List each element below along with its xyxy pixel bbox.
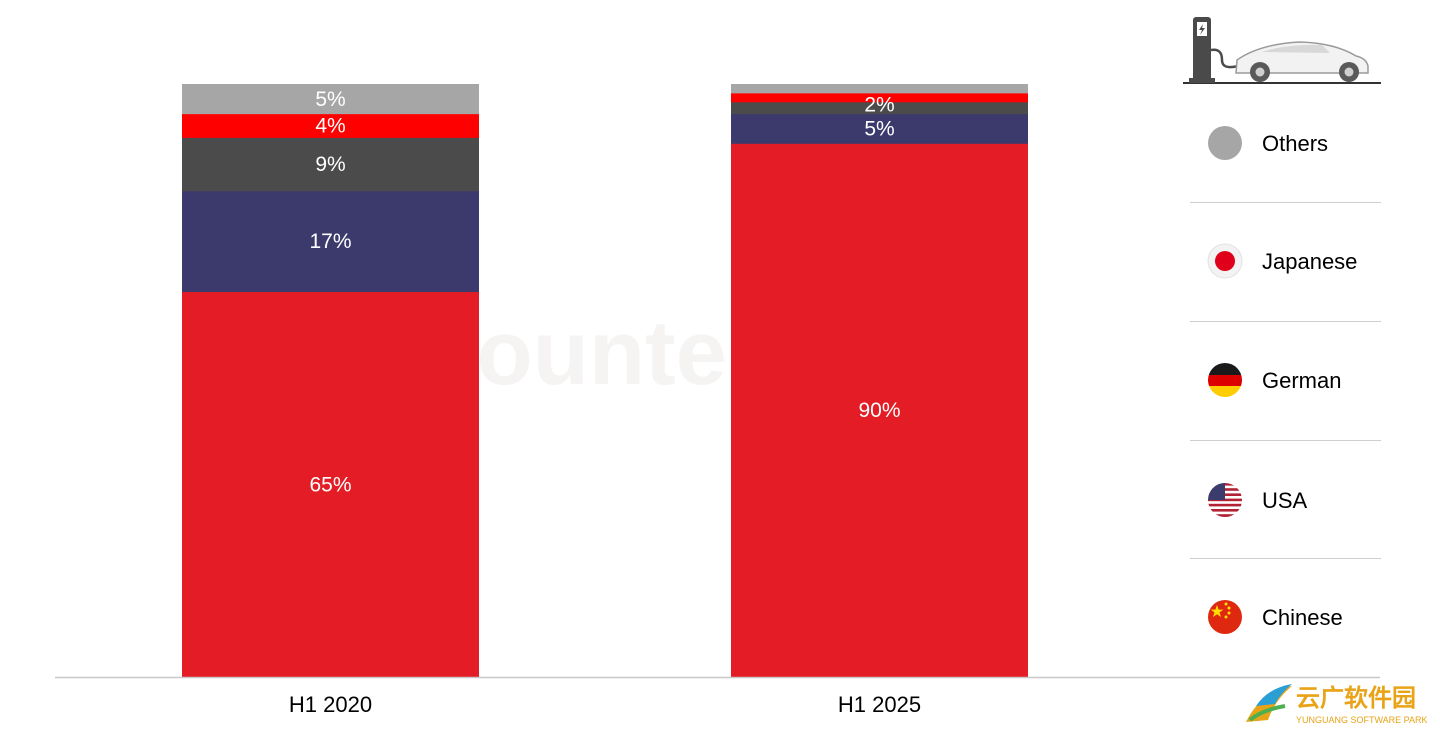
logo-chinese-text: 云广软件园 — [1296, 684, 1416, 712]
legend-item-german: German — [1208, 363, 1341, 397]
legend-item-chinese: Chinese — [1208, 600, 1343, 634]
bar-segment-japanese-1 — [182, 113, 479, 138]
bar-segment-usa-1 — [182, 190, 479, 293]
legend-item-japanese: Japanese — [1207, 243, 1357, 279]
bar-segment-others-1 — [182, 84, 479, 115]
bar-segment-japanese-2 — [731, 92, 1028, 103]
legend-label-japanese: Japanese — [1262, 249, 1357, 274]
category-label-1: H1 2020 — [289, 692, 372, 717]
bars-group — [182, 84, 1028, 678]
category-labels-group: H1 2020 H1 2025 — [289, 692, 921, 717]
legend-label-others: Others — [1262, 131, 1328, 156]
data-label-chinese-2: 90% — [858, 399, 900, 422]
data-label-others-1: 5% — [315, 88, 345, 111]
grey-dot-icon — [1208, 126, 1242, 160]
china-flag-icon — [1208, 600, 1242, 634]
legend-label-usa: USA — [1262, 488, 1308, 513]
data-label-german-1: 9% — [315, 153, 345, 176]
category-label-2: H1 2025 — [838, 692, 921, 717]
data-label-german-2: 2% — [864, 94, 894, 117]
data-labels-group: 65%17%9%4%5%90%5%2% — [309, 88, 900, 496]
data-label-usa-1: 17% — [309, 230, 351, 253]
ev-charging-car-icon — [1183, 17, 1381, 84]
data-label-chinese-1: 65% — [309, 473, 351, 496]
japan-flag-icon — [1207, 243, 1243, 279]
bar-segment-german-1 — [182, 137, 479, 192]
legend-item-others: Others — [1208, 126, 1328, 160]
usa-flag-icon — [1208, 483, 1242, 517]
legend-separators — [1190, 202, 1381, 559]
logo-english-text: YUNGUANG SOFTWARE PARK — [1296, 715, 1428, 725]
legend-item-usa: USA — [1208, 483, 1308, 517]
bar-segment-others-2 — [731, 84, 1028, 94]
bar-segment-usa-2 — [731, 113, 1028, 144]
legend: Others Japanese German — [1207, 126, 1357, 634]
legend-label-german: German — [1262, 368, 1341, 393]
yunguang-logo: 云广软件园 YUNGUANG SOFTWARE PARK — [1246, 684, 1428, 725]
bar-segment-german-2 — [731, 101, 1028, 115]
bar-segment-chinese-1 — [182, 291, 479, 678]
legend-label-chinese: Chinese — [1262, 605, 1343, 630]
germany-flag-icon — [1208, 363, 1242, 397]
data-label-japanese-1: 4% — [315, 115, 345, 138]
data-label-usa-2: 5% — [864, 117, 894, 140]
bar-segment-chinese-2 — [731, 143, 1028, 678]
